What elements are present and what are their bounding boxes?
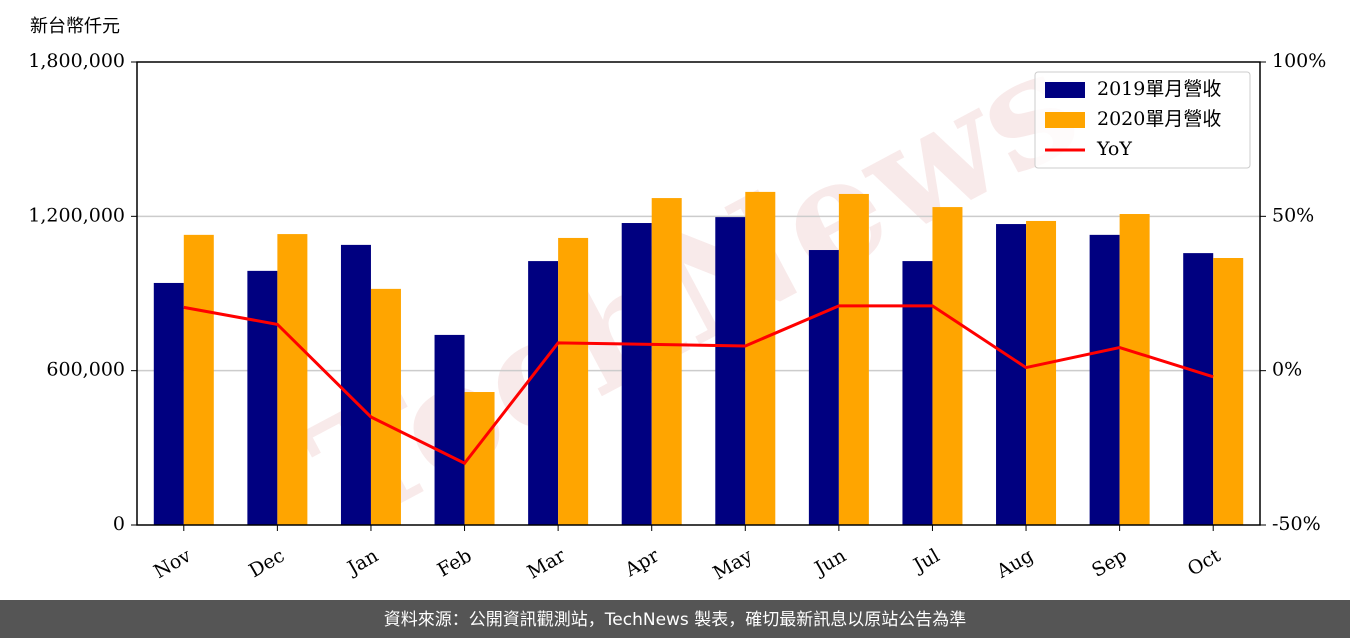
- plot-frame: [136, 61, 1261, 526]
- legend-swatch: [1045, 112, 1085, 128]
- bar: [932, 207, 963, 525]
- y2-tick-label: 0%: [1272, 359, 1302, 381]
- bar: [434, 334, 465, 525]
- bar: [1183, 253, 1214, 526]
- y-axis-label: 新台幣仟元: [30, 16, 120, 37]
- bar: [340, 244, 371, 525]
- y-tick-label: 1,200,000: [28, 204, 125, 226]
- x-tick-label: Nov: [150, 544, 195, 583]
- bar: [183, 234, 214, 525]
- legend-label: 2019單月營收: [1097, 78, 1221, 100]
- legend-box: [1034, 71, 1251, 169]
- x-tick-label: Apr: [621, 544, 664, 581]
- y-tick-label: 1,800,000: [28, 50, 125, 72]
- bar: [996, 224, 1027, 526]
- bar: [277, 234, 308, 525]
- bar: [558, 237, 589, 525]
- bar: [1119, 214, 1150, 526]
- line: [183, 304, 1214, 466]
- x-tick-label: Dec: [245, 545, 288, 583]
- legend-label: 2020單月營收: [1097, 108, 1221, 130]
- bar: [651, 198, 682, 525]
- y2-tick-label: 100%: [1272, 50, 1326, 72]
- legend-label: YoY: [1096, 138, 1132, 160]
- bar: [1089, 234, 1120, 525]
- bar: [528, 261, 559, 525]
- y2-tick-label: -50%: [1272, 513, 1321, 535]
- footer: 資料來源：公開資訊觀測站，TechNews 製表，確切最新訊息以原站公告為準: [384, 610, 966, 630]
- x-tick-label: Jun: [809, 545, 850, 581]
- bar: [370, 288, 401, 525]
- x-tick-label: Jul: [908, 545, 943, 578]
- bar: [247, 270, 278, 525]
- x-tick-label: Mar: [524, 544, 570, 583]
- bar: [153, 282, 184, 525]
- bar: [1213, 258, 1244, 525]
- bar: [902, 261, 933, 525]
- bar: [621, 223, 652, 525]
- x-tick-label: Feb: [434, 545, 476, 582]
- y-tick-label: 0: [113, 513, 125, 535]
- x-tick-label: Sep: [1088, 545, 1131, 582]
- bar: [745, 191, 776, 525]
- bar: [1026, 220, 1057, 526]
- bar: [715, 217, 746, 526]
- x-tick-label: Oct: [1184, 544, 1225, 580]
- watermark: TechNews: [283, 14, 1104, 562]
- y2-tick-label: 50%: [1272, 204, 1314, 226]
- x-tick-label: Aug: [992, 545, 1037, 584]
- footer-band: [0, 600, 1350, 638]
- x-tick-label: May: [709, 544, 756, 584]
- bar: [838, 193, 869, 525]
- legend-swatch: [1045, 82, 1085, 98]
- bar: [808, 250, 839, 525]
- y-tick-label: 600,000: [46, 359, 125, 381]
